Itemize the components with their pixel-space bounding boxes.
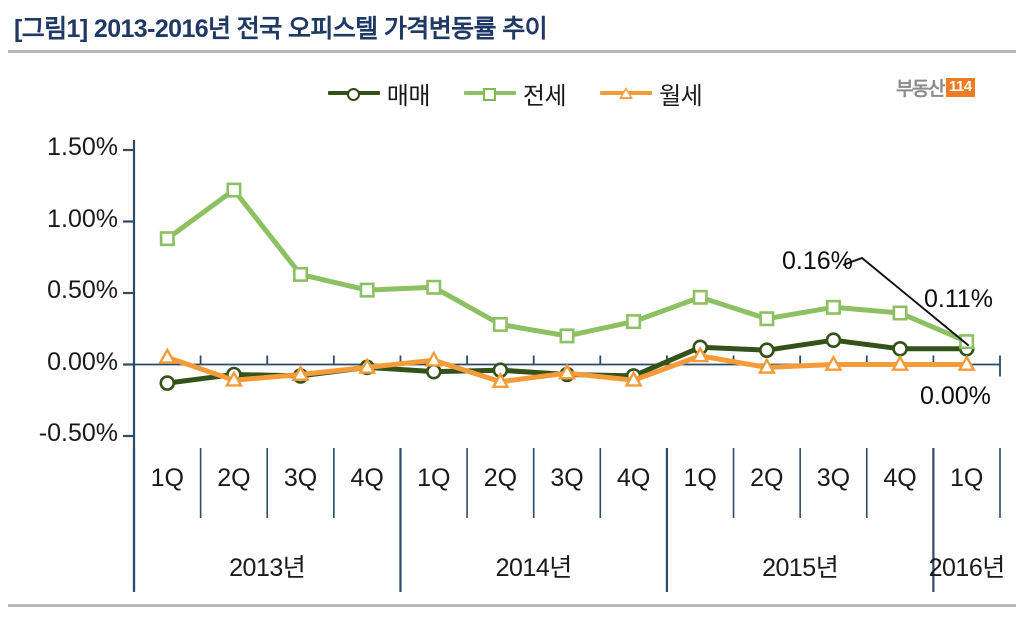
- data-point-marker[interactable]: [557, 363, 577, 380]
- data-point-marker[interactable]: [691, 346, 710, 363]
- data-point-marker[interactable]: [759, 342, 775, 359]
- data-point-marker[interactable]: [224, 370, 243, 387]
- x-axis-quarter-label: 1Q: [150, 464, 184, 492]
- data-point-marker[interactable]: [957, 354, 976, 371]
- data-point-marker[interactable]: [158, 347, 177, 364]
- annotation-maemae-value: 0.11%: [924, 285, 994, 313]
- data-point-marker[interactable]: [824, 354, 843, 371]
- annotation-wolse-value: 0.00%: [920, 382, 991, 410]
- annotation-leader-line: [842, 256, 970, 347]
- data-point-marker[interactable]: [491, 371, 510, 389]
- data-point-marker[interactable]: [825, 299, 841, 315]
- y-axis-label: -0.50%: [38, 419, 118, 447]
- x-axis-quarter-label: 2Q: [483, 464, 518, 492]
- data-point-marker[interactable]: [291, 364, 310, 381]
- brand-logo: 부동산 114: [896, 74, 975, 101]
- data-point-marker[interactable]: [892, 340, 908, 357]
- legend-swatch-triangle-icon: [600, 83, 653, 103]
- data-point-marker[interactable]: [359, 282, 375, 298]
- brand-badge: 114: [945, 78, 975, 97]
- y-axis-label: 0.50%: [47, 276, 118, 304]
- x-axis-quarter-label: 1Q: [417, 464, 451, 492]
- y-axis-label: 0.00%: [47, 347, 118, 376]
- data-point-marker[interactable]: [492, 316, 508, 332]
- title-bar: [그림1] 2013-2016년 전국 오피스텔 가격변동률 추이: [0, 0, 1024, 48]
- annotation-jeonse-value: 0.16%: [782, 247, 853, 275]
- data-point-marker[interactable]: [425, 363, 442, 380]
- series-jeonse: [159, 182, 975, 350]
- data-point-marker[interactable]: [892, 305, 908, 321]
- x-axis-quarter-label: 4Q: [350, 464, 384, 492]
- title-divider: [8, 50, 1016, 53]
- data-point-marker[interactable]: [692, 289, 708, 305]
- x-axis-quarter-label: 2Q: [750, 464, 784, 492]
- x-axis-quarter-label: 4Q: [616, 464, 651, 492]
- data-point-marker[interactable]: [757, 357, 776, 374]
- x-axis-year-label: 2016년: [928, 554, 1006, 582]
- legend-label-maemae: 매매: [386, 82, 431, 110]
- x-axis-quarter-label: 2Q: [217, 464, 251, 492]
- data-point-marker[interactable]: [358, 357, 377, 374]
- data-point-marker[interactable]: [226, 182, 242, 198]
- data-point-marker[interactable]: [293, 266, 309, 282]
- data-point-marker[interactable]: [959, 334, 975, 350]
- x-axis-quarter-label: 3Q: [816, 464, 851, 492]
- legend-item-maemae[interactable]: 매매: [327, 76, 431, 111]
- page-title: [그림1] 2013-2016년 전국 오피스텔 가격변동률 추이: [14, 15, 548, 43]
- x-axis-quarter-label: 1Q: [950, 464, 984, 492]
- legend-item-jeonse[interactable]: 전세: [463, 76, 567, 111]
- x-axis-year-label: 2015년: [762, 554, 839, 582]
- x-axis-quarter-label: 4Q: [883, 464, 917, 492]
- x-axis-quarter-label: 1Q: [683, 464, 717, 492]
- series-wolse: [158, 346, 976, 389]
- data-point-marker[interactable]: [424, 350, 443, 367]
- legend-label-jeonse: 전세: [522, 82, 567, 110]
- data-point-marker[interactable]: [559, 328, 575, 344]
- legend-swatch-circle-icon: [327, 83, 380, 103]
- legend-item-wolse[interactable]: 월세: [600, 76, 703, 111]
- x-axis-year-label: 2013년: [229, 554, 306, 582]
- x-axis-quarter-label: 3Q: [550, 464, 584, 492]
- legend-swatch-square-icon: [463, 83, 516, 103]
- y-axis-label: 1.50%: [47, 133, 118, 161]
- chart-legend: 매매 전세 월세: [300, 74, 730, 112]
- data-point-marker[interactable]: [825, 332, 842, 348]
- data-point-marker[interactable]: [426, 279, 442, 295]
- x-axis-year-label: 2014년: [495, 554, 573, 582]
- data-point-marker[interactable]: [891, 354, 910, 371]
- data-point-marker[interactable]: [159, 231, 175, 247]
- data-point-marker[interactable]: [624, 370, 643, 387]
- x-axis-quarter-label: 3Q: [283, 464, 318, 492]
- data-point-marker[interactable]: [159, 375, 176, 391]
- bottom-divider: [8, 604, 1016, 607]
- legend-label-wolse: 월세: [659, 82, 703, 110]
- brand-name: 부동산: [896, 79, 945, 100]
- data-point-marker[interactable]: [626, 314, 642, 330]
- y-axis-label: 1.00%: [47, 204, 118, 233]
- data-point-marker[interactable]: [759, 311, 775, 327]
